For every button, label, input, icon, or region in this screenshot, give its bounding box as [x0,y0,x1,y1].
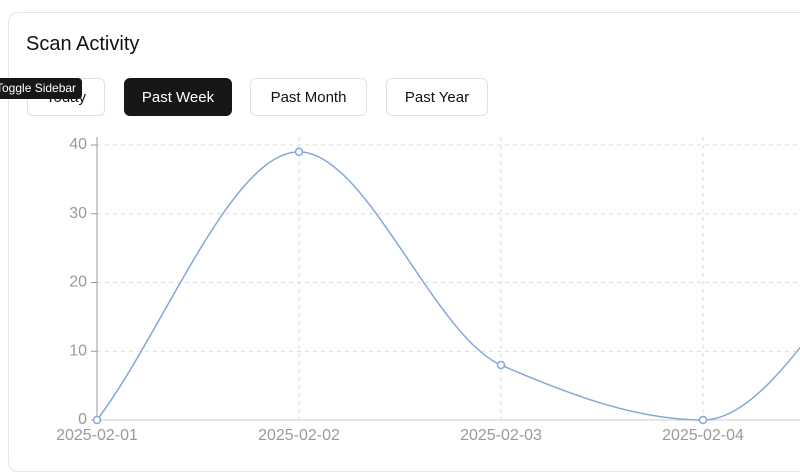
line [96,151,800,421]
range-button[interactable]: Past Month [250,78,367,116]
x-tick-label: 2025-02-02 [258,427,340,444]
x-tick-label: 2025-02-01 [56,427,138,444]
y-tick-label: 40 [69,136,87,153]
y-tick-label: 20 [69,274,87,291]
range-button[interactable]: Past Year [386,78,488,116]
range-button[interactable]: Past Week [124,78,232,116]
point [698,415,708,425]
y-tick-label: 30 [69,205,87,222]
tooltip: Toggle Sidebar [0,78,83,99]
point [92,415,102,425]
y-tick-label: 10 [69,342,87,359]
x-tick-label: 2025-02-04 [662,427,744,444]
y-tick-label: 0 [78,411,87,428]
x-tick-label: 2025-02-03 [460,427,542,444]
point [294,147,304,157]
point [496,360,506,370]
chart: 0 10 20 30 40 2025-02-01 2025-02-02 2025-02-03 2… [56,136,800,444]
card-title: Scan Activity [26,33,140,55]
